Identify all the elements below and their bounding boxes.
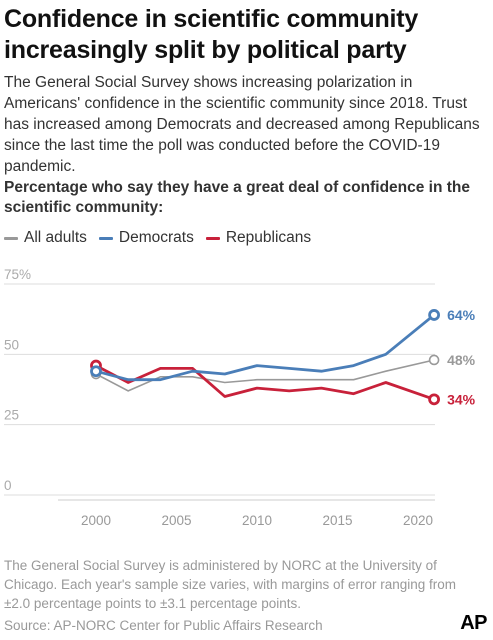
series-point-all-adults-2021 [428, 354, 440, 366]
series-line-democrats [94, 313, 436, 382]
source-credit: Source: AP-NORC Center for Public Affair… [4, 618, 323, 633]
legend-swatch-all-adults [4, 236, 18, 240]
y-tick-label-0: 0 [4, 478, 12, 493]
y-tick-label-25: 25 [4, 408, 19, 423]
x-tick-label-2015: 2015 [322, 513, 352, 528]
legend: All adults Democrats Republicans [4, 228, 323, 248]
x-tick-label-2010: 2010 [242, 513, 272, 528]
footnote: The General Social Survey is administere… [4, 558, 457, 611]
line-chart: 0 25 50 75% 2000 2005 2010 2015 2020 48% 34% 64% [4, 267, 476, 528]
legend-label-democrats: Democrats [118, 229, 194, 246]
chart-title: Confidence in scientific community incre… [4, 5, 419, 64]
x-tick-label-2020: 2020 [403, 513, 433, 528]
end-label-democrats: 64% [447, 307, 476, 323]
legend-label-all-adults: All adults [24, 229, 87, 246]
legend-swatch-republicans [205, 236, 220, 240]
legend-swatch-democrats [98, 236, 113, 240]
x-tick-label-2005: 2005 [161, 513, 191, 528]
series-line-all-adults [95, 359, 435, 392]
legend-item-all-adults: All adults [4, 229, 87, 247]
legend-label-republicans: Republicans [225, 229, 312, 246]
ap-logo: AP [460, 612, 487, 634]
legend-item-democrats: Democrats [98, 229, 194, 247]
chart-description: The General Social Survey shows increasi… [4, 74, 480, 175]
y-tick-label-75: 75% [4, 267, 31, 282]
series-point-democrats-2000 [90, 365, 102, 378]
y-tick-label-50: 50 [4, 337, 19, 352]
x-tick-label-2000: 2000 [81, 513, 111, 528]
series-line-republicans [94, 364, 436, 401]
series-point-democrats-2021 [428, 309, 441, 321]
end-label-all-adults: 48% [447, 352, 476, 368]
chart-subtitle: Percentage who say they have a great dea… [4, 179, 471, 216]
legend-item-republicans: Republicans [205, 229, 312, 247]
end-label-republicans: 34% [447, 391, 476, 407]
series-point-republicans-2021 [428, 393, 441, 406]
